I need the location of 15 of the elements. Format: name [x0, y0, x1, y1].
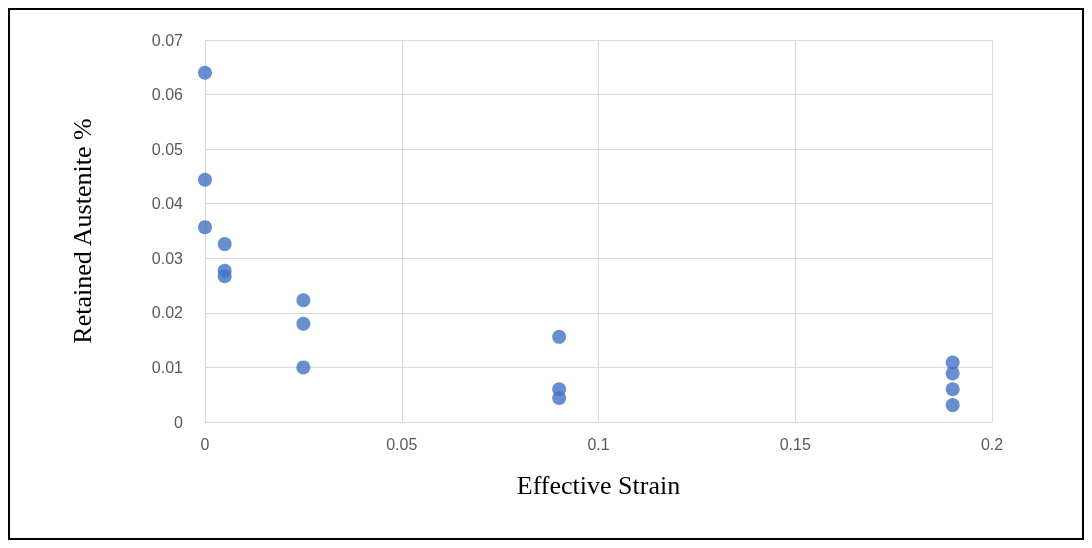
x-tick-label: 0.15: [779, 435, 811, 453]
y-tick-label: 0.05: [151, 140, 184, 158]
x-tick-label: 0.1: [587, 435, 610, 453]
x-axis-title: Effective Strain: [516, 470, 681, 500]
y-tick-label: 0: [174, 413, 184, 431]
y-tick-label: 0.02: [151, 304, 184, 322]
y-tick-label: 0.03: [151, 249, 184, 267]
x-tick-label: 0.2: [980, 435, 1004, 453]
x-tick-label: 0: [200, 435, 210, 453]
y-tick-label: 0.06: [151, 86, 184, 104]
y-tick-label: 0.04: [151, 195, 184, 213]
y-tick-label: 0.01: [151, 358, 184, 376]
y-axis-title: Retained Austenite %: [67, 118, 97, 344]
x-tick-label: 0.05: [386, 435, 418, 453]
y-tick-label: 0.07: [151, 31, 184, 49]
